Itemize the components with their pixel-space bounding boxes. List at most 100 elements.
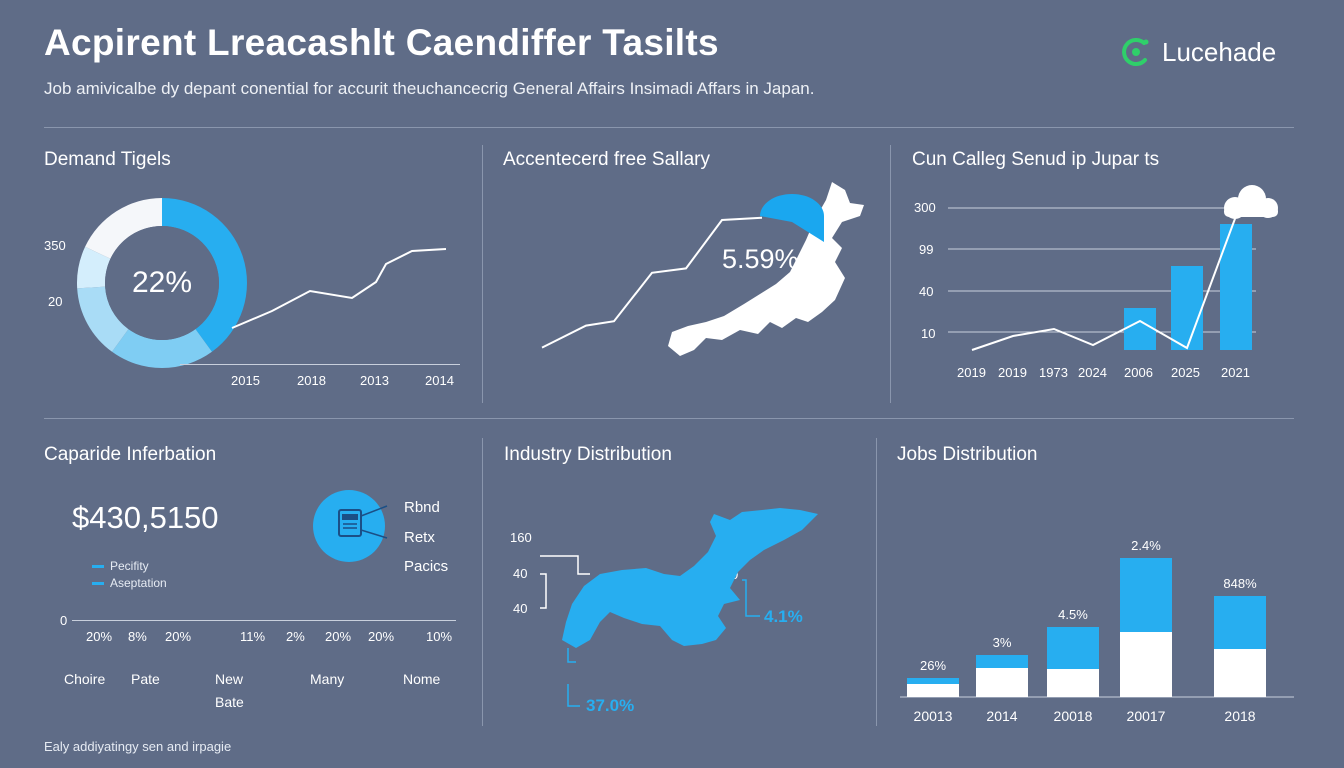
- demand-x-tick: 2014: [425, 373, 454, 388]
- demand-line-series: [231, 248, 447, 329]
- industry-pointer-right: [742, 579, 760, 617]
- calling-y-tick: 40: [919, 284, 934, 299]
- jobs-bar-upper: [907, 678, 959, 684]
- jobs-bar-lower: [907, 684, 959, 697]
- salary-line-series: [541, 216, 763, 349]
- jobs-panel-title: Jobs Distribution: [897, 444, 1038, 465]
- demand-x-tick: 2015: [231, 373, 260, 388]
- industry-label-right: 4.1%: [764, 607, 803, 626]
- jobs-bar-upper: [976, 655, 1028, 668]
- capacity-legend: Pecifity Aseptation: [92, 559, 167, 590]
- jobs-value-label: 3%: [993, 635, 1012, 650]
- jobs-x-tick: 2018: [1224, 708, 1255, 724]
- jobs-value-label: 26%: [920, 658, 946, 673]
- calling-x-tick: 2024: [1078, 365, 1107, 380]
- jobs-value-label: 848%: [1223, 576, 1257, 591]
- capacity-percent: 8%: [128, 629, 147, 644]
- column-divider-2-bottom: [876, 438, 877, 726]
- map-blue-cap: [760, 194, 824, 242]
- capacity-percent: 11%: [240, 629, 266, 644]
- capacity-panel-title: Caparide Inferbation: [44, 444, 217, 465]
- capacity-percent: 20%: [165, 629, 192, 644]
- calling-bar: [1220, 224, 1252, 350]
- capacity-category: New: [215, 671, 244, 687]
- jobs-bar-upper: [1120, 558, 1172, 632]
- capacity-category: Many: [310, 671, 345, 687]
- column-divider-1-bottom: [482, 438, 483, 726]
- industry-connector-line: [540, 555, 590, 609]
- column-divider-1-top: [482, 145, 483, 403]
- jobs-bar-lower: [976, 668, 1028, 697]
- legend-item: Pecifity: [92, 559, 167, 573]
- jobs-bar-lower: [1120, 632, 1172, 697]
- donut-slice: [85, 198, 162, 259]
- calling-bar: [1171, 266, 1203, 350]
- page-subtitle: Job amivicalbe dy depant conential for a…: [44, 79, 815, 98]
- industry-label-bottom: 37.0%: [586, 696, 635, 715]
- capacity-category: Nome: [403, 671, 441, 687]
- capacity-big-value: $430,5150: [72, 500, 219, 535]
- legend-swatch: [92, 564, 104, 568]
- cloud-icon: [1224, 185, 1278, 219]
- donut-slice: [77, 246, 111, 289]
- legend-swatch: [92, 581, 104, 585]
- demand-y-tick-350: 350: [44, 238, 66, 253]
- industry-y-tick: 40: [513, 566, 528, 581]
- capacity-category: Pate: [131, 671, 160, 687]
- jobs-bar-upper: [1214, 596, 1266, 649]
- middle-divider: [44, 418, 1294, 419]
- capacity-category: Bate: [215, 694, 244, 710]
- capacity-category: Choire: [64, 671, 106, 687]
- jobs-value-label: 4.5%: [1058, 607, 1088, 622]
- calling-y-tick: 300: [914, 200, 936, 215]
- brand-icon: [1122, 38, 1149, 66]
- capacity-percent: 10%: [426, 629, 453, 644]
- capacity-percent: 20%: [325, 629, 352, 644]
- legend-item: Aseptation: [92, 576, 167, 590]
- jobs-bar-lower: [1047, 669, 1099, 697]
- brand-name: Lucehade: [1162, 36, 1277, 67]
- salary-panel-title: Accentecerd free Sallary: [503, 149, 710, 170]
- document-icon: [338, 505, 388, 539]
- salary-value-label: 5.59%: [722, 244, 799, 274]
- industry-pointer-bottom: [567, 648, 580, 707]
- capacity-percent: 2%: [286, 629, 305, 644]
- calling-x-tick: 1973: [1039, 365, 1068, 380]
- document-badge[interactable]: [313, 490, 388, 562]
- industry-y-tick: 40: [513, 601, 528, 616]
- donut-center-label: 22%: [132, 266, 193, 299]
- column-divider-2-top: [890, 145, 891, 403]
- jobs-x-tick: 20013: [914, 708, 953, 724]
- legend-label: Aseptation: [110, 576, 167, 590]
- capacity-menu-item[interactable]: Rbnd: [404, 499, 440, 516]
- capacity-percent: 20%: [86, 629, 113, 644]
- legend-label: Pecifity: [110, 559, 149, 573]
- capacity-zero-tick: 0: [60, 613, 68, 628]
- jobs-bar-lower: [1214, 649, 1266, 697]
- jobs-x-tick: 20018: [1054, 708, 1093, 724]
- industry-zero-tick: 0: [731, 567, 739, 582]
- calling-x-tick: 2025: [1171, 365, 1200, 380]
- calling-x-tick: 2021: [1221, 365, 1250, 380]
- demand-panel-title: Demand Tigels: [44, 149, 171, 170]
- calling-x-tick: 2019: [998, 365, 1027, 380]
- demand-x-axis: [180, 364, 460, 365]
- footer-note: Ealy addiyatingy sen and irpagie: [44, 739, 232, 754]
- brand-logo[interactable]: Lucehade: [1118, 34, 1276, 70]
- calling-line-series: [971, 215, 1237, 351]
- calling-bar: [1124, 308, 1156, 350]
- demand-x-tick: 2013: [360, 373, 389, 388]
- donut-slice: [77, 286, 129, 352]
- jobs-value-label: 2.4%: [1131, 538, 1161, 553]
- calling-y-tick: 99: [919, 242, 934, 257]
- jobs-x-tick: 2014: [986, 708, 1017, 724]
- capacity-axis: [72, 620, 456, 621]
- industry-map-shape: [562, 508, 818, 648]
- capacity-menu-item[interactable]: Retx: [404, 529, 435, 546]
- capacity-menu-item[interactable]: Pacics: [404, 558, 449, 575]
